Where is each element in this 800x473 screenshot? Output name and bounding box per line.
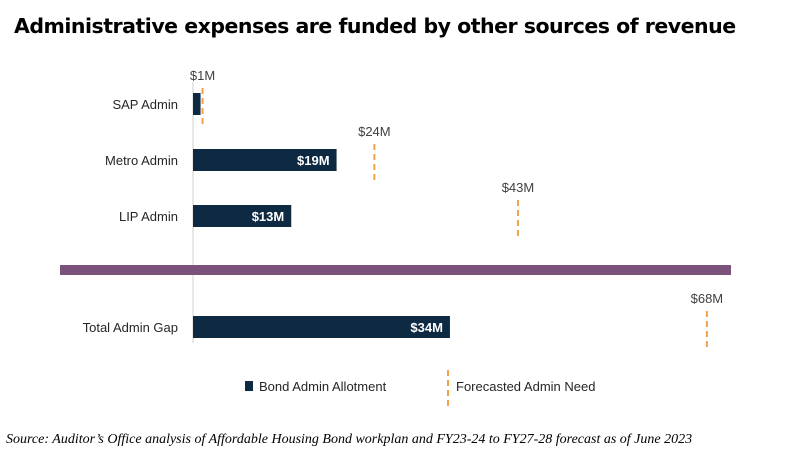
bar-label-lip-admin: $13M	[252, 209, 285, 224]
legend-label-need: Forecasted Admin Need	[456, 379, 595, 394]
need-label-total-admin-gap: $68M	[691, 291, 724, 306]
bar-sap-admin	[193, 93, 201, 115]
need-label-sap-admin: $1M	[190, 68, 215, 83]
chart-rows: SAP Admin $1M Metro Admin $19M $24M LIP Admin…	[83, 68, 724, 348]
bar-label-total-admin-gap: $34M	[410, 320, 443, 335]
need-label-metro-admin: $24M	[358, 124, 391, 139]
category-label-sap-admin: SAP Admin	[112, 97, 178, 112]
section-divider	[60, 265, 731, 275]
bar-lip-admin	[193, 205, 292, 227]
admin-expense-chart: SAP Admin $1M Metro Admin $19M $24M LIP Admin…	[60, 68, 731, 408]
need-label-lip-admin: $43M	[502, 180, 535, 195]
legend-label-bar: Bond Admin Allotment	[259, 379, 387, 394]
category-label-lip-admin: LIP Admin	[119, 209, 178, 224]
category-label-metro-admin: Metro Admin	[105, 153, 178, 168]
bar-total-admin-gap	[193, 316, 450, 338]
page-title: Administrative expenses are funded by ot…	[14, 14, 736, 38]
legend: Bond Admin Allotment Forecasted Admin Ne…	[245, 370, 595, 408]
bar-label-metro-admin: $19M	[297, 153, 330, 168]
legend-swatch-bar	[245, 381, 253, 391]
source-note: Source: Auditor’s Office analysis of Aff…	[6, 432, 693, 447]
category-label-total-admin-gap: Total Admin Gap	[83, 320, 178, 335]
bar-metro-admin	[193, 149, 337, 171]
